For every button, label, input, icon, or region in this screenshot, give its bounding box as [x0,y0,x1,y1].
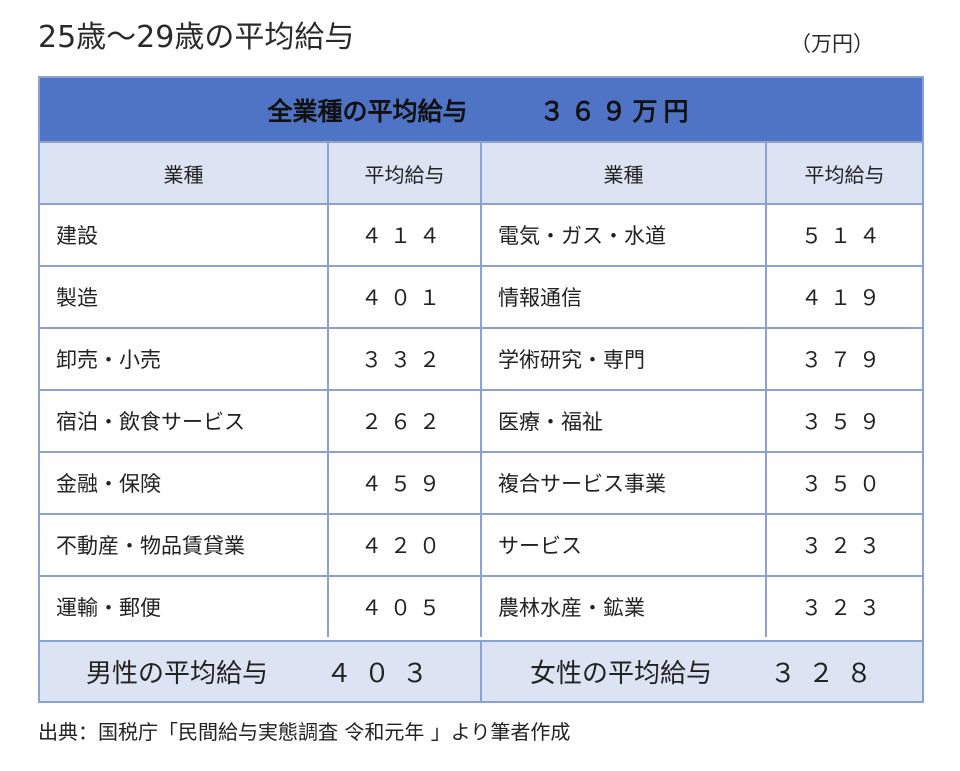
table-header-row: 業種 平均給与 業種 平均給与 [40,141,922,203]
industry-name: 不動産・物品賃貸業 [40,515,329,575]
industry-average: ４１９ [801,286,888,310]
industry-average: ３２３ [801,534,888,558]
table-row: 製造 ４０１ 情報通信 ４１９ [40,265,922,327]
table-row: 宿泊・飲食サービス ２６２ 医療・福祉 ３５９ [40,389,922,451]
female-average-value: ３２８ [770,659,885,689]
overall-average-amount: ３６９万円 [539,96,695,126]
industry-average: ３２３ [801,596,888,620]
table-row: 建設 ４１４ 電気・ガス・水道 ５１４ [40,203,922,265]
industry-name: 建設 [40,205,329,265]
unit-label: （万円） [790,32,874,56]
industry-name: 卸売・小売 [40,329,329,389]
industry-average: ３３２ [329,329,482,389]
column-header-industry: 業種 [40,143,329,203]
industry-name: 運輸・郵便 [40,577,329,637]
overall-average-label: 全業種の平均給与 [267,96,468,126]
source-note: 出典：国税庁「民間給与実態調査 令和元年 」より筆者作成 [38,720,571,744]
industry-name: 情報通信 [482,267,767,327]
overall-average-banner: 全業種の平均給与 ３６９万円 [40,78,922,141]
gender-average-row: 男性の平均給与 ４０３ 女性の平均給与 ３２８ [40,640,922,701]
female-average-cell: 女性の平均給与 ３２８ [482,642,922,701]
salary-table: 全業種の平均給与 ３６９万円 業種 平均給与 業種 平均給与 建設 ４１４ 電気… [38,76,924,703]
male-average-cell: 男性の平均給与 ４０３ [40,642,482,701]
industry-name: 金融・保険 [40,453,329,513]
industry-name: サービス [482,515,767,575]
industry-name: 電気・ガス・水道 [482,205,767,265]
female-average-label: 女性の平均給与 [530,659,713,689]
industry-name: 農林水産・鉱業 [482,577,767,637]
industry-average: ４２０ [329,515,482,575]
industry-average: ４５９ [329,453,482,513]
table-row: 運輸・郵便 ４０５ 農林水産・鉱業 ３２３ [40,575,922,637]
column-header-average: 平均給与 [804,162,885,187]
industry-name: 複合サービス事業 [482,453,767,513]
page-title: 25歳〜29歳の平均給与 [38,20,355,55]
industry-average: ４１４ [329,205,482,265]
industry-name: 医療・福祉 [482,391,767,451]
male-average-label: 男性の平均給与 [86,659,269,689]
industry-name: 学術研究・専門 [482,329,767,389]
industry-average: ４０１ [329,267,482,327]
industry-name: 製造 [40,267,329,327]
male-average-value: ４０３ [326,659,441,689]
column-header-industry: 業種 [482,143,767,203]
table-row: 金融・保険 ４５９ 複合サービス事業 ３５０ [40,451,922,513]
industry-name: 宿泊・飲食サービス [40,391,329,451]
industry-grid: 業種 平均給与 業種 平均給与 建設 ４１４ 電気・ガス・水道 ５１４ 製造 ４… [40,141,922,637]
industry-average: ３５０ [801,472,888,496]
industry-average: ３７９ [801,348,888,372]
table-row: 不動産・物品賃貸業 ４２０ サービス ３２３ [40,513,922,575]
industry-average: ３５９ [801,410,888,434]
industry-average: ４０５ [329,577,482,637]
column-header-average: 平均給与 [329,143,482,203]
industry-average: ５１４ [801,224,888,248]
table-row: 卸売・小売 ３３２ 学術研究・専門 ３７９ [40,327,922,389]
industry-average: ２６２ [329,391,482,451]
